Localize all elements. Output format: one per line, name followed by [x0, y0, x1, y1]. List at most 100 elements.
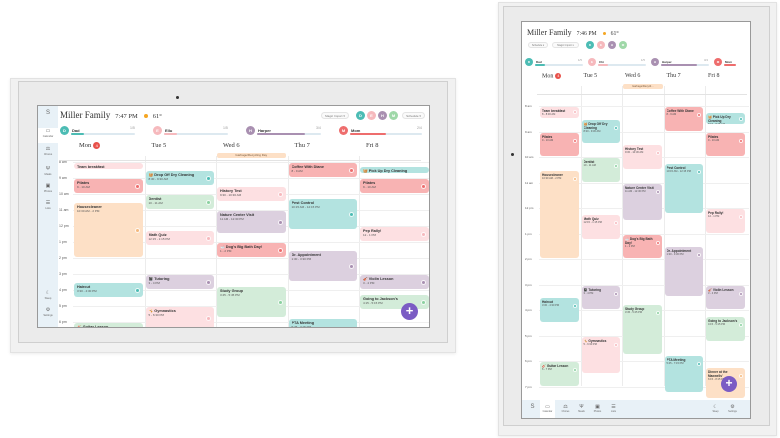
profile-harper[interactable]: H Harper 3/4	[651, 57, 713, 66]
event-title: Pilates	[363, 181, 376, 185]
calendar-event[interactable]: 🎻 Violin Lesson 3 - 4 PM	[706, 285, 745, 309]
event-owner-icon	[614, 164, 618, 168]
nav-item-lists[interactable]: ☰ Lists	[606, 400, 621, 418]
event-owner-icon	[206, 175, 211, 181]
profile-mom[interactable]: M Mom	[714, 57, 750, 66]
event-time: 11 AM - 12:30 PM	[625, 189, 646, 193]
calendar-event[interactable]: Pilates 9 - 10 AM	[706, 132, 745, 156]
calendar-event[interactable]: Haircut 3:30 - 4:30 PM	[74, 283, 143, 297]
filter-avatar[interactable]: M	[389, 111, 398, 120]
calendar-event[interactable]: Nature Center Visit 11 AM - 12:30 PM	[623, 183, 662, 220]
calendar-event[interactable]: Math Quiz 12:15 - 1:15 PM	[581, 215, 620, 239]
calendar-event[interactable]: Pilates 9 - 10 AM	[360, 179, 429, 193]
sidebar-item-home[interactable]: S	[38, 110, 58, 125]
calendar-event[interactable]: 🤸 Gymnastics 5 - 6:30 PM	[145, 307, 214, 327]
add-event-button[interactable]: +	[721, 376, 737, 392]
sidebar-item-sleep[interactable]: ☾ Sleep	[38, 290, 58, 305]
nav-item-photos[interactable]: ▣ Photos	[590, 400, 605, 418]
profile-mom[interactable]: M Mom 2/4	[339, 125, 429, 135]
profile-chi[interactable]: E Chi 1/5	[588, 57, 650, 66]
calendar-event[interactable]: 📓 Tutoring 3 - 4 PM	[145, 275, 214, 289]
calendar-event[interactable]: Dinner at the Maxwells'6:15 - 8:15 PM	[360, 327, 429, 328]
calendar-event[interactable]: Pep Rally! 12 - 1 PM	[706, 209, 745, 233]
calendar-event[interactable]: Pest Control 10:15 AM - 12:15 PM	[664, 164, 703, 214]
profile-harper[interactable]: H Harper 3/4	[246, 125, 336, 135]
filter-avatar[interactable]: M	[619, 41, 627, 49]
nav-item-home[interactable]: S	[525, 400, 540, 418]
calendar-event[interactable]: Going to Jackson's 4:15 - 5:15 PM	[360, 295, 429, 309]
calendar-event[interactable]: 🧺 Drop Off Dry Cleaning 8:30 - 9:30 AM	[581, 119, 620, 144]
nav-item-sleep[interactable]: ☾ Sleep	[708, 400, 723, 418]
sidebar-item-chores[interactable]: ⚖ Chores	[38, 146, 58, 161]
filter-avatar[interactable]: D	[586, 41, 594, 49]
calendar-event[interactable]: Study Group 3:45 - 5:45 PM	[623, 304, 662, 354]
calendar-event[interactable]: Going to Jackson's 4:15 - 5:15 PM	[706, 317, 745, 341]
calendar-event[interactable]: Housecleaner 10:30 AM - 2 PM	[540, 170, 579, 258]
all-day-event[interactable]: Garbage/Recycling Day	[217, 153, 286, 158]
magic-import-dropdown[interactable]: Magic Import ▾	[321, 112, 349, 119]
calendar-event[interactable]: 📓 Tutoring 3 - 4 PM	[581, 285, 620, 309]
magic-import-dropdown[interactable]: Magic Import ▾	[552, 42, 579, 48]
calendar-event[interactable]: Study Group 3:45 - 5:45 PM	[217, 287, 286, 317]
weather-sun-icon	[143, 113, 148, 118]
progress-fill	[71, 133, 84, 135]
home-icon: S	[530, 404, 535, 410]
all-day-event[interactable]: Garbage/Recycli...	[623, 84, 663, 89]
calendar-event[interactable]: Dentist 10 - 11 AM	[145, 195, 214, 209]
calendar-event[interactable]: PTA Meeting 5:45 - 7:15 PM	[288, 319, 357, 327]
schedule-dropdown[interactable]: Schedule ▾	[402, 112, 425, 119]
calendar-event[interactable]: Haircut 3:30 - 4:30 PM	[540, 298, 579, 322]
all-day-divider	[537, 94, 747, 95]
calendar-event[interactable]: Dr. Appointment 1:30 - 3:30 PM	[288, 251, 357, 281]
calendar-event[interactable]: Pilates 9 - 10 AM	[540, 132, 579, 156]
add-event-button[interactable]: +	[401, 303, 418, 320]
calendar-event[interactable]: Nature Center Visit 11 AM - 12:30 PM	[217, 211, 286, 233]
calendar-event[interactable]: History Test 9:30 - 10:30 AM	[623, 145, 662, 169]
sidebar-item-meals[interactable]: Ψ Meals	[38, 166, 58, 181]
event-time: 3:30 - 4:30 PM	[77, 288, 97, 293]
filter-avatar[interactable]: D	[356, 111, 365, 120]
calendar-event[interactable]: Housecleaner 10:30 AM - 2 PM	[74, 203, 143, 257]
calendar-event[interactable]: Team breakfast 8 - 8:30 AM	[540, 107, 579, 118]
sidebar-item-calendar[interactable]: ▭ Calendar	[38, 128, 58, 143]
calendar-event[interactable]: Dentist 10 - 11 AM	[581, 158, 620, 182]
calendar-event[interactable]: Team breakfast	[74, 163, 143, 169]
profile-dad[interactable]: D Dad 1/5	[525, 57, 587, 66]
calendar-event[interactable]: 🛁 Dog's Big Bath Day! 1 - 2 PM	[217, 243, 286, 257]
calendar-event[interactable]: 🧺 Drop Off Dry Cleaning 8:30 - 9:30 AM	[145, 171, 214, 185]
calendar-event[interactable]: Dr. Appointment 1:30 - 3:30 PM	[664, 247, 703, 297]
nav-item-settings[interactable]: ⚙ Settings	[725, 400, 740, 418]
calendar-event[interactable]: Pep Rally! 12 - 1 PM	[360, 227, 429, 241]
column-divider	[663, 86, 665, 386]
filter-avatar[interactable]: H	[608, 41, 616, 49]
profile-ellu[interactable]: E Ellu 1/5	[153, 125, 243, 135]
sidebar-item-photos[interactable]: ▣ Photos	[38, 183, 58, 198]
calendar-event[interactable]: 🎻 Violin Lesson 3 - 4 PM	[360, 275, 429, 289]
event-time: 1:30 - 3:30 PM	[666, 253, 684, 257]
calendar-event[interactable]: 🤸 Gymnastics 5 - 6:30 PM	[581, 336, 620, 373]
sidebar-item-settings[interactable]: ⚙ Settings	[38, 307, 58, 322]
calendar-event[interactable]: Math Quiz 12:15 - 1:15 PM	[145, 231, 214, 245]
nav-item-meals[interactable]: Ψ Meals	[574, 400, 589, 418]
calendar-event[interactable]: 🛁 Dog's Big Bath Day! 1 - 2 PM	[623, 234, 662, 258]
event-owner-icon	[738, 215, 743, 219]
profile-dad[interactable]: D Dad 1/5	[60, 125, 150, 135]
filter-avatar[interactable]: H	[378, 111, 387, 120]
hour-label: 9 am	[525, 129, 532, 134]
calendar-event[interactable]: 🧺 Pick Up Dry Cleaning	[360, 167, 429, 173]
schedule-dropdown[interactable]: Schedule ▾	[528, 42, 548, 48]
calendar-event[interactable]: Coffee With Diane 8 - 9 AM	[664, 107, 703, 131]
nav-item-calendar[interactable]: ▭ Calendar	[540, 400, 555, 418]
sidebar-item-lists[interactable]: ☰ Lists	[38, 200, 58, 215]
calendar-event[interactable]: PTA Meeting 5:45 - 7:15 PM	[664, 355, 703, 392]
calendar-event[interactable]: Coffee With Diane 8 - 9 AM	[288, 163, 357, 177]
filter-avatar[interactable]: E	[367, 111, 376, 120]
calendar-event[interactable]: Pilates 9 - 10 AM	[74, 179, 143, 193]
calendar-event[interactable]: History Test 9:30 - 10:30 AM	[217, 187, 286, 201]
calendar-event[interactable]: Pest Control 10:15 AM - 12:15 PM	[288, 199, 357, 229]
nav-item-chores[interactable]: ⚖ Chores	[558, 400, 573, 418]
filter-avatar[interactable]: E	[597, 41, 605, 49]
